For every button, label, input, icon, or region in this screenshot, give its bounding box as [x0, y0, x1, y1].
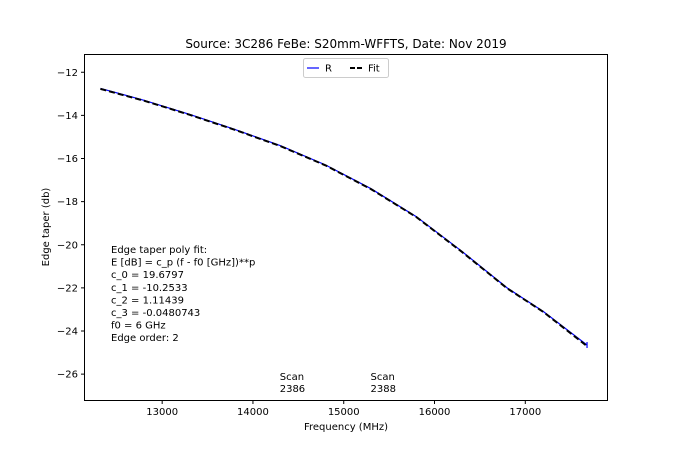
y-axis: −12 −14 −16 −18 −20 −22 −24 −26: [57, 68, 85, 381]
fit-text-line: c_2 = 1.11439: [111, 295, 184, 306]
legend-box: [303, 58, 389, 78]
series-layer: [100, 87, 588, 349]
y-tick-label: −22: [57, 283, 78, 294]
legend-label: Fit: [368, 64, 380, 75]
scan-label: 2388: [371, 384, 396, 395]
fit-text-line: c_0 = 19.6797: [111, 270, 184, 281]
series-line-fit: [100, 87, 588, 347]
plot-frame: [84, 54, 608, 401]
fit-text-line: c_1 = -10.2533: [111, 283, 188, 294]
x-axis-label: Frequency (MHz): [304, 422, 388, 433]
x-tick-label: 13000: [146, 407, 178, 418]
fit-text-line: f0 = 6 GHz: [111, 321, 166, 332]
fit-text-line: E [dB] = c_p (f - f0 [GHz])**p: [111, 258, 255, 269]
scan-label: Scan: [371, 372, 395, 383]
y-tick-label: −18: [57, 197, 78, 208]
scan-label: 2386: [280, 384, 305, 395]
x-tick-label: 14000: [237, 407, 269, 418]
fit-text-line: Edge taper poly fit:: [111, 245, 207, 256]
chart-title: Source: 3C286 FeBe: S20mm-WFFTS, Date: N…: [185, 37, 506, 51]
legend-label: R: [325, 64, 332, 75]
y-tick-label: −14: [57, 111, 78, 122]
y-tick-label: −26: [57, 370, 78, 381]
legend: R Fit: [303, 58, 389, 78]
y-tick-label: −20: [57, 240, 78, 251]
x-axis: 13000 14000 15000 16000 17000: [146, 400, 541, 418]
plot-area: Edge taper poly fit: E [dB] = c_p (f - f0…: [84, 54, 608, 401]
scan-label: Scan: [280, 372, 304, 383]
series-line-r: [100, 87, 588, 346]
x-tick-label: 15000: [328, 407, 360, 418]
y-tick-label: −24: [57, 327, 78, 338]
fit-text-line: c_3 = -0.0480743: [111, 308, 200, 319]
y-axis-label: Edge taper (db): [41, 188, 52, 267]
x-tick-label: 17000: [509, 407, 541, 418]
x-tick-label: 16000: [419, 407, 451, 418]
y-tick-label: −16: [57, 154, 78, 165]
annotation-layer: Edge taper poly fit: E [dB] = c_p (f - f0…: [111, 245, 396, 395]
y-tick-label: −12: [57, 68, 78, 79]
fit-text-line: Edge order: 2: [111, 333, 179, 344]
